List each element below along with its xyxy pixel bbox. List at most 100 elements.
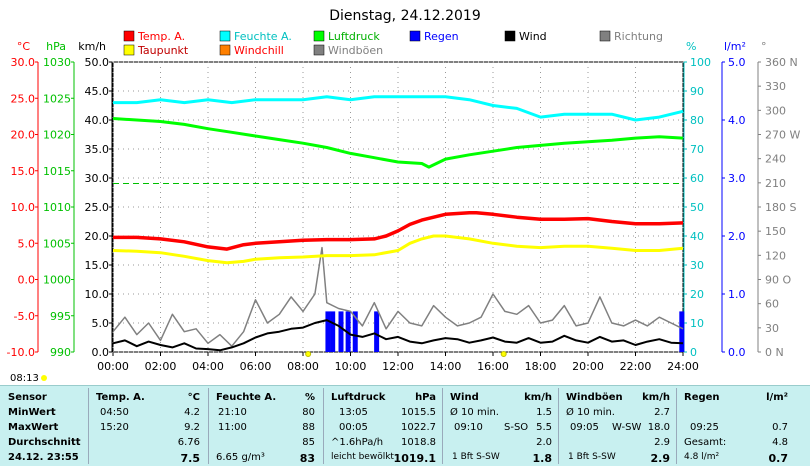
axis-tick-label-rain: 0.0 [728,346,746,359]
stats-wind: Wind km/h Ø 10 min. 1.5 09:10 S-SO 5.5 2… [444,386,558,466]
axis-tick-label-temp: 5.0 [18,237,36,250]
axis-tick-label-kmh: 0.0 [92,346,110,359]
axis-tick-label-pct: 40 [690,230,704,243]
axis-unit-rain: l/m² [724,40,746,53]
stats-divider [676,388,677,464]
axis-tick-label-hpa: 990 [50,346,71,359]
rain-bar [325,311,331,352]
axis-tick-label-hpa: 1005 [43,237,71,250]
axis-tick-label-temp: -5.0 [14,310,35,323]
series-line-luftdruck [112,117,684,169]
axis-tick-label-deg: 30 [765,322,779,335]
luftdruck-max: 1022.7 [401,422,436,433]
axis-tick-label-hpa: 995 [50,310,71,323]
legend-label: Feuchte A. [234,30,292,43]
axis-tick-label-rain: 5.0 [728,56,746,69]
axis-tick-label-kmh: 50.0 [85,56,110,69]
axis-tick-label-hpa: 1010 [43,201,71,214]
rain-bar [338,311,344,352]
boeen-max-time: 09:05 [570,422,599,433]
legend-label: Taupunkt [137,44,189,57]
axis-tick-label-temp: 10.0 [11,201,36,214]
axis-unit-pct: % [686,40,696,53]
chart-canvas: Dienstag, 24.12.2019 Temp. A. Feuchte A. Lu… [7,8,801,384]
row-label-now: 24.12. 23:55 [8,452,79,463]
stats-temp: Temp. A. °C 04:50 4.2 15:20 9.2 6.76 7.5 [90,386,208,466]
wind-head: Wind [450,392,479,403]
wind-max: 5.5 [536,422,552,433]
feuchte-unit: % [304,392,315,403]
temp-min: 4.2 [184,407,200,418]
luftdruck-now: 1019.1 [393,452,436,465]
axis-tick-label-rain: 4.0 [728,114,746,127]
axis-tick-label-temp: -10.0 [7,346,35,359]
temp-max-time: 15:20 [100,422,129,433]
axis-tick-label-deg: 300 [765,104,786,117]
row-label-max: MaxWert [8,422,59,433]
row-label-min: MinWert [8,407,56,418]
sunset-marker [500,351,507,357]
axis-tick-label-temp: 25.0 [11,92,36,105]
boeen-avg10-label: Ø 10 min. [566,407,615,418]
time-tick-label: 06:00 [240,360,272,373]
feuchte-avg: 85 [302,437,315,448]
boeen-max-dir: W-SW [612,422,642,433]
series-line-feuchte-a- [113,95,684,122]
time-tick-label: 04:00 [192,360,224,373]
regen-total-label: Gesamt: [684,437,727,448]
time-tick-label: 18:00 [525,360,557,373]
axis-unit-kmh: km/h [78,40,106,53]
legend-label: Luftdruck [328,30,380,43]
axis-tick-label-deg: 120 [765,249,786,262]
stats-divider [442,388,443,464]
legend-label: Temp. A. [137,30,185,43]
axis-tick-label-pct: 90 [690,85,704,98]
sunrise-marker [305,351,312,357]
axis-tick-label-kmh: 45.0 [85,85,110,98]
axis-tick-label-deg: 180 S [765,201,796,214]
axis-tick-label-hpa: 1020 [43,129,71,142]
regen-head: Regen [684,392,720,403]
regen-max-time: 09:25 [690,422,719,433]
axis-tick-label-pct: 70 [690,143,704,156]
axis-tick-label-kmh: 20.0 [85,230,110,243]
axis-tick-label-pct: 50 [690,201,704,214]
row-label-avg: Durchschnitt [8,437,81,448]
feuchte-min-time: 21:10 [218,407,247,418]
stats-regen: Regen l/m² 09:25 0.7 Gesamt: 4.8 4.8 l/m… [678,386,794,466]
time-tick-label: 22:00 [620,360,652,373]
legend-swatch [313,44,325,56]
legend-swatch [123,30,135,42]
axis-tick-label-pct: 60 [690,172,704,185]
time-tick-label: 24:00 [667,360,699,373]
boeen-avg10: 2.7 [654,407,670,418]
temp-unit: °C [187,392,200,403]
axis-tick-label-temp: 15.0 [11,165,36,178]
regen-total: 4.8 [772,437,788,448]
axis-tick-label-deg: 330 [765,80,786,93]
legend-swatch [219,44,231,56]
axis-tick-label-deg: 210 [765,177,786,190]
temp-head: Temp. A. [96,392,145,403]
luftdruck-avg: 1018.8 [401,437,436,448]
sunrise-time: 08:13 [10,373,39,384]
axis-tick-label-rain: 1.0 [728,288,746,301]
axis-tick-label-kmh: 5.0 [92,317,110,330]
series-line-taupunkt [112,234,684,265]
axis-tick-label-kmh: 15.0 [85,259,110,272]
boeen-now: 2.9 [650,452,671,465]
axis-tick-label-kmh: 10.0 [85,288,110,301]
series-line-windb-en [112,246,684,347]
time-tick-label: 12:00 [382,360,414,373]
luftdruck-trend: ^1.6hPa/h [331,437,384,448]
feuchte-max: 88 [302,422,315,433]
axis-tick-label-deg: 0 N [765,346,784,359]
time-tick-label: 16:00 [477,360,509,373]
axis-unit-temp: °C [17,40,31,53]
legend-swatch [123,44,135,56]
stats-luftdruck: Luftdruck hPa 13:05 1015.5 00:05 1022.7 … [325,386,442,466]
legend-swatch [409,30,421,42]
chart-title: Dienstag, 24.12.2019 [329,8,480,24]
axis-tick-label-deg: 150 [765,225,786,238]
stats-boeen: Windböen km/h Ø 10 min. 2.7 09:05 W-SW 1… [560,386,676,466]
